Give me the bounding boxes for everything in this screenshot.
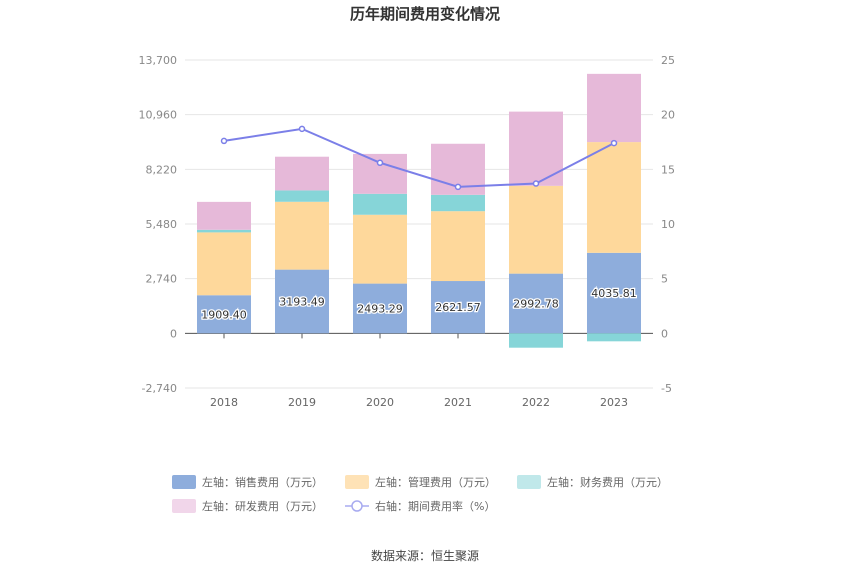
bar-segment-s3-2021 bbox=[431, 194, 485, 212]
data-label: 2493.29 bbox=[357, 302, 403, 315]
bar-segment-s1-2019 bbox=[275, 269, 329, 334]
bar-segment-s2-2020 bbox=[353, 214, 407, 284]
chart-title: 历年期间费用变化情况 bbox=[350, 5, 500, 23]
bar-segment-s2-2019 bbox=[275, 201, 329, 270]
bar-segment-s3-2023 bbox=[587, 333, 641, 342]
rate-point-2020 bbox=[376, 159, 384, 167]
right-tick-label: 15 bbox=[661, 163, 675, 176]
rate-point-2019 bbox=[298, 125, 306, 133]
left-tick-label: 10,960 bbox=[139, 109, 178, 122]
bar-segment-s2-2021 bbox=[431, 211, 485, 282]
x-tick-label: 2020 bbox=[366, 396, 394, 409]
left-tick-label: 13,700 bbox=[139, 54, 178, 67]
bar-segment-s4-2019 bbox=[275, 156, 329, 191]
right-tick-label: -5 bbox=[661, 382, 672, 395]
legend-label[interactable]: 右轴：期间费用率（%） bbox=[375, 499, 495, 513]
bar-segment-s1-2020 bbox=[353, 283, 407, 334]
rate-point-2018 bbox=[220, 137, 228, 145]
left-tick-label: 5,480 bbox=[146, 218, 178, 231]
data-labels: 1909.40 3193.49 2493.29 2621.57 2992.78 4035.… bbox=[200, 286, 638, 323]
bar-segment-s4-2018 bbox=[197, 201, 251, 230]
bar-segment-s1-2021 bbox=[431, 281, 485, 334]
legend-swatch bbox=[345, 475, 369, 489]
data-label: 2621.57 bbox=[435, 301, 481, 314]
bar-segment-s3-2018 bbox=[197, 229, 251, 233]
data-label: 2992.78 bbox=[513, 297, 559, 310]
right-tick-label: 0 bbox=[661, 327, 668, 340]
legend-swatch bbox=[517, 475, 541, 489]
grid bbox=[185, 59, 653, 389]
x-tick-label: 2019 bbox=[288, 396, 316, 409]
rate-line bbox=[223, 127, 615, 188]
right-tick-label: 5 bbox=[661, 273, 668, 286]
legend-label[interactable]: 左轴：销售费用（万元） bbox=[202, 475, 323, 489]
right-tick-label: 10 bbox=[661, 218, 675, 231]
bar-segment-s1-2018 bbox=[197, 295, 251, 334]
bar-segment-s3-2019 bbox=[275, 190, 329, 202]
axes: -2,740 0 2,740 5,480 8,220 10,960 13,700 -5 0 5 10… bbox=[139, 54, 676, 409]
x-tick-label: 2021 bbox=[444, 396, 472, 409]
bar-segment-s1-2022 bbox=[509, 273, 563, 334]
rate-line-layer bbox=[220, 125, 618, 191]
right-tick-label: 20 bbox=[661, 109, 675, 122]
bars bbox=[197, 73, 641, 348]
x-tick-label: 2022 bbox=[522, 396, 550, 409]
x-tick-label: 2018 bbox=[210, 396, 238, 409]
left-tick-label: 0 bbox=[170, 327, 177, 340]
left-tick-label: 8,220 bbox=[146, 163, 178, 176]
rate-point-2022 bbox=[532, 180, 540, 187]
left-tick-label: -2,740 bbox=[142, 382, 177, 395]
right-tick-label: 25 bbox=[661, 54, 675, 67]
rate-point-2021 bbox=[454, 183, 462, 191]
bar-segment-s3-2020 bbox=[353, 193, 407, 215]
legend-label[interactable]: 左轴：财务费用（万元） bbox=[547, 475, 668, 489]
x-tick-label: 2023 bbox=[600, 396, 628, 409]
data-label: 3193.49 bbox=[279, 295, 325, 308]
bar-segment-s3-2022 bbox=[509, 333, 563, 348]
data-label: 1909.40 bbox=[201, 308, 247, 321]
legend-marker-swatch bbox=[351, 500, 363, 512]
bar-segment-s2-2022 bbox=[509, 185, 563, 274]
legend-swatch bbox=[172, 475, 196, 489]
legend-label[interactable]: 左轴：管理费用（万元） bbox=[375, 475, 496, 489]
data-label: 4035.81 bbox=[591, 287, 637, 300]
rate-point-2023 bbox=[610, 139, 618, 147]
legend-swatch bbox=[172, 499, 196, 513]
legend[interactable]: 左轴：销售费用（万元） 左轴：管理费用（万元） 左轴：财务费用（万元） 左轴：研发费用… bbox=[172, 475, 668, 513]
bar-segment-s2-2018 bbox=[197, 232, 251, 296]
legend-label[interactable]: 左轴：研发费用（万元） bbox=[202, 499, 323, 513]
source-note: 数据来源：恒生聚源 bbox=[371, 548, 479, 563]
left-tick-label: 2,740 bbox=[146, 273, 178, 286]
bar-segment-s1-2023 bbox=[587, 252, 641, 334]
bar-segment-s2-2023 bbox=[587, 142, 641, 253]
bar-segment-s4-2023 bbox=[587, 73, 641, 143]
